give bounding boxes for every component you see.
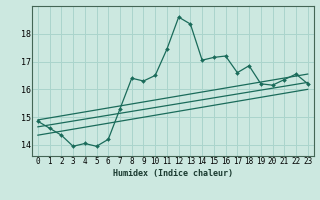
X-axis label: Humidex (Indice chaleur): Humidex (Indice chaleur) (113, 169, 233, 178)
